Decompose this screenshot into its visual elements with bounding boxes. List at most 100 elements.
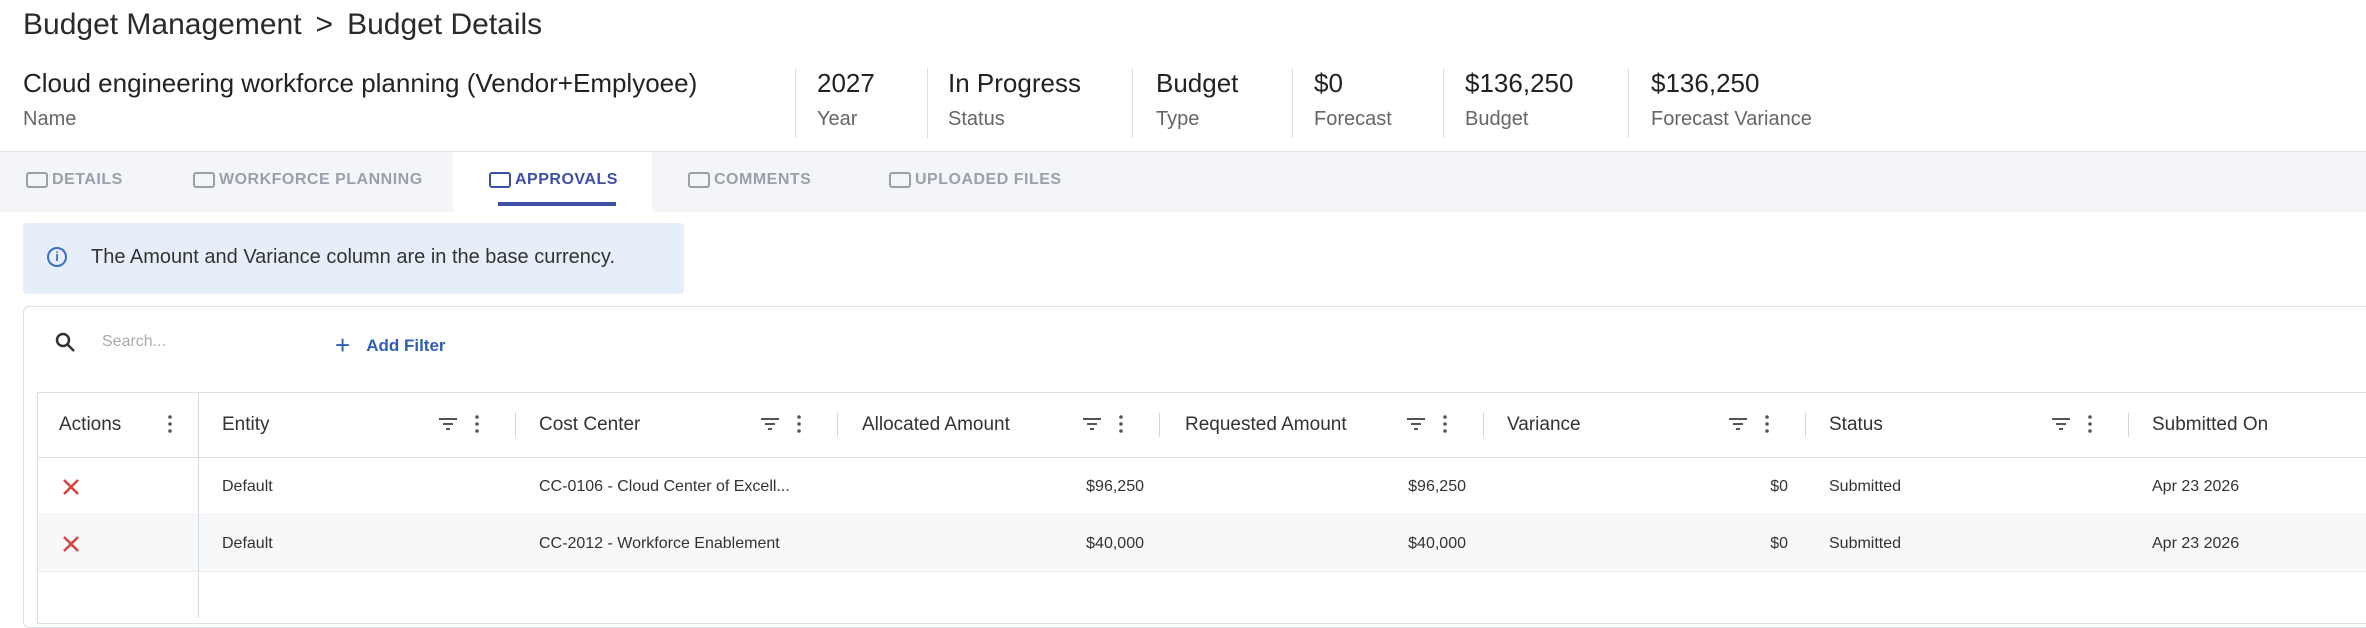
column-header[interactable]: Allocated Amount [862,414,1010,435]
summary-value: Cloud engineering workforce planning (Ve… [23,68,698,98]
summary-value: $136,250 [1465,68,1574,98]
divider [1443,68,1444,138]
remove-button[interactable] [62,535,80,553]
search-input[interactable]: Search... [102,333,167,350]
column-header[interactable]: Requested Amount [1185,414,1347,435]
tab[interactable]: APPROVALS [453,152,652,212]
tab-underline [498,202,616,206]
tab-label: WORKFORCE PLANNING [219,171,423,188]
column-divider [198,392,199,618]
summary-label: Type [1156,108,1200,130]
row-bg [38,458,2366,515]
filter-icon[interactable] [761,417,779,431]
tab[interactable]: WORKFORCE PLANNING [193,152,453,212]
tab-label: APPROVALS [515,171,618,188]
summary-label: Name [23,108,77,130]
column-menu[interactable] [1119,415,1123,433]
divider [1132,68,1133,138]
table-cell: Submitted [1829,535,1902,552]
table-cell: $40,000 [1086,535,1144,552]
kebab-glyph [2088,415,2092,433]
tab-icon [889,171,911,188]
summary-label: Year [817,108,858,130]
header-border [38,457,2366,458]
filter-icon[interactable] [1729,417,1747,431]
tab-bar: DETAILS WORKFORCE PLANNING APPROVALS COMMEN… [0,151,2366,212]
column-divider [515,412,516,437]
kebab-glyph [475,415,479,433]
summary-label: Budget [1465,108,1529,130]
table-cell: $0 [1770,535,1788,552]
tab[interactable]: COMMENTS [688,152,858,212]
filter-glyph [1083,418,1101,430]
filter-icon[interactable] [1407,417,1425,431]
filter-icon[interactable] [1083,417,1101,431]
tab-icon [26,171,48,188]
column-menu[interactable] [1443,415,1447,433]
table-cell: $0 [1770,478,1788,495]
column-divider [2128,412,2129,437]
search-icon [55,332,75,352]
column-header[interactable]: Actions [59,414,122,435]
kebab-glyph [168,415,172,433]
column-menu[interactable] [475,415,479,433]
table-cell: CC-0106 - Cloud Center of Excell... [539,478,790,495]
summary-value: Budget [1156,68,1239,98]
table-cell: CC-2012 - Workforce Enablement [539,535,780,552]
add-filter-button[interactable]: + Add Filter [335,330,446,360]
remove-icon [63,536,79,552]
column-header[interactable]: Status [1829,414,1883,435]
column-divider [837,412,838,437]
filter-icon[interactable] [2052,417,2070,431]
table-cell: $40,000 [1408,535,1466,552]
table-cell: Submitted [1829,478,1902,495]
notice: i The Amount and Variance column are in … [23,223,684,294]
remove-icon [63,479,79,495]
summary-value: In Progress [948,68,1081,98]
table-cell: $96,250 [1408,478,1466,495]
divider [795,68,796,138]
info-icon: i [47,247,67,267]
column-header[interactable]: Variance [1507,414,1581,435]
filter-glyph [2052,418,2070,430]
tab-icon [688,171,710,188]
column-menu[interactable] [168,415,172,433]
filter-glyph [439,418,457,430]
breadcrumb: Budget Management > Budget Details [23,8,543,41]
filter-glyph [1729,418,1747,430]
table-cell: $96,250 [1086,478,1144,495]
breadcrumb-parent[interactable]: Budget Management [23,8,302,41]
filter-icon[interactable] [439,417,457,431]
filter-glyph [1407,418,1425,430]
summary-value: $0 [1314,68,1343,98]
column-menu[interactable] [2088,415,2092,433]
breadcrumb-current: Budget Details [347,8,543,41]
summary-value: $136,250 [1651,68,1760,98]
tab-label: UPLOADED FILES [915,171,1062,188]
tab-label: COMMENTS [714,171,812,188]
column-divider [1805,412,1806,437]
tab-icon [489,171,511,188]
tab[interactable]: UPLOADED FILES [889,152,1089,212]
remove-button[interactable] [62,478,80,496]
column-menu[interactable] [797,415,801,433]
notice-text: The Amount and Variance column are in th… [91,246,615,268]
divider [1292,68,1293,138]
table-cell: Apr 23 2026 [2152,478,2240,495]
table-cell: Default [222,535,273,552]
column-header[interactable]: Submitted On [2152,414,2269,435]
kebab-glyph [1119,415,1123,433]
column-menu[interactable] [1765,415,1769,433]
tab[interactable]: DETAILS [26,152,176,212]
column-header[interactable]: Cost Center [539,414,641,435]
divider [1628,68,1629,138]
kebab-glyph [797,415,801,433]
column-header[interactable]: Entity [222,414,270,435]
row-bg [38,515,2366,572]
summary-label: Forecast Variance [1651,108,1812,130]
summary-label: Status [948,108,1005,130]
column-divider [1159,412,1160,437]
kebab-glyph [1765,415,1769,433]
summary-value: 2027 [817,68,875,98]
tab-label: DETAILS [52,171,123,188]
